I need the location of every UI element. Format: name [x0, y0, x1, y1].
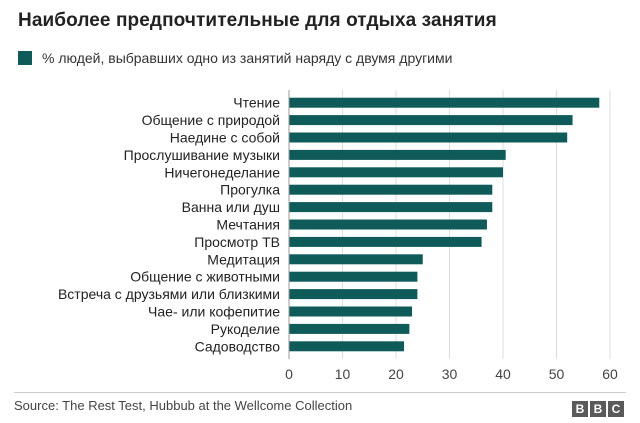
- x-tick-label: 10: [335, 366, 351, 382]
- bbc-logo-letter: B: [572, 401, 588, 417]
- category-label: Мечтания: [216, 217, 280, 233]
- x-tick-label: 0: [285, 366, 293, 382]
- category-label: Просмотр ТВ: [194, 234, 280, 250]
- bar: [289, 184, 493, 195]
- category-label: Общение с природой: [142, 112, 280, 128]
- legend-label: % людей, выбравших одно из занятий наряд…: [42, 50, 453, 66]
- footer-divider: [14, 392, 626, 393]
- bar: [289, 254, 423, 265]
- bar: [289, 97, 600, 108]
- category-label: Прослушивание музыки: [124, 147, 280, 163]
- source-text: Source: The Rest Test, Hubbub at the Wel…: [14, 398, 353, 413]
- category-label: Встреча с друзьями или близкими: [58, 286, 280, 302]
- bar: [289, 289, 418, 300]
- category-label: Ничегонеделание: [164, 164, 280, 180]
- category-label: Садоводство: [195, 338, 281, 354]
- bar: [289, 271, 418, 282]
- category-label: Наедине с собой: [170, 130, 280, 146]
- x-tick-label: 60: [602, 366, 618, 382]
- legend: % людей, выбравших одно из занятий наряд…: [18, 50, 452, 66]
- legend-swatch: [18, 51, 32, 65]
- bbc-logo-letter: C: [608, 401, 624, 417]
- category-label: Прогулка: [220, 182, 280, 198]
- x-tick-label: 20: [388, 366, 404, 382]
- category-label: Общение с животными: [130, 269, 280, 285]
- bbc-logo-letter: B: [590, 401, 606, 417]
- bar: [289, 341, 405, 352]
- chart-title: Наиболее предпочтительные для отдыха зан…: [18, 10, 497, 31]
- bar: [289, 149, 506, 160]
- category-label: Чае- или кофепитие: [148, 304, 280, 320]
- x-tick-label: 50: [549, 366, 565, 382]
- bar: [289, 306, 413, 317]
- category-label: Ванна или душ: [182, 199, 280, 215]
- bar: [289, 236, 482, 247]
- bar: [289, 115, 573, 126]
- x-tick-label: 30: [442, 366, 458, 382]
- x-tick-label: 40: [495, 366, 511, 382]
- bar: [289, 167, 503, 178]
- category-label: Медитация: [207, 251, 280, 267]
- bar: [289, 323, 410, 334]
- bar: [289, 132, 568, 143]
- category-label: Рукоделие: [211, 321, 281, 337]
- bar: [289, 202, 493, 213]
- bar: [289, 219, 487, 230]
- bbc-logo: B B C: [572, 401, 624, 417]
- category-label: Чтение: [233, 95, 280, 111]
